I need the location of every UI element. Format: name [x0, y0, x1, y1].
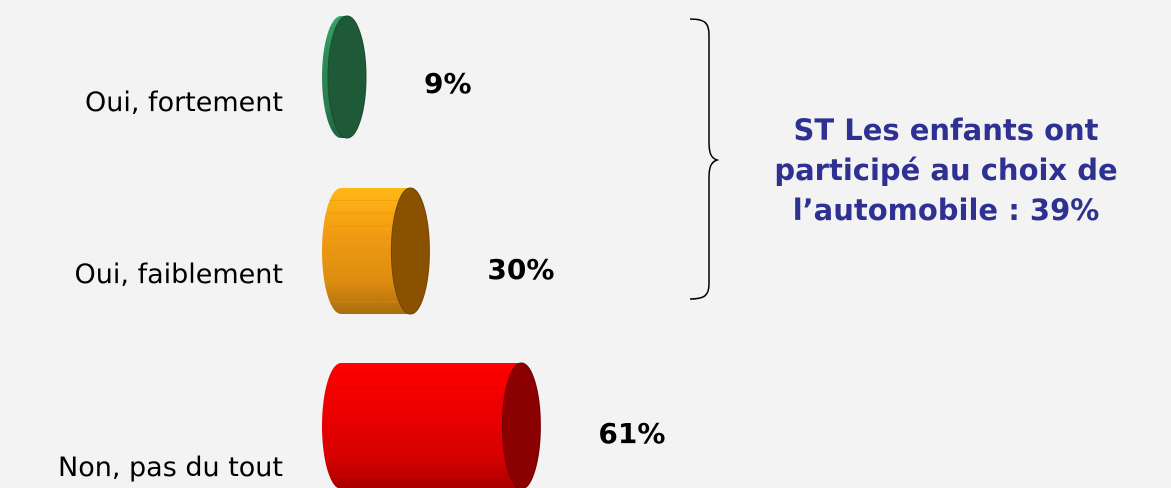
category-label-non-pas-du-tout: Non, pas du tout	[58, 452, 283, 483]
category-label-oui-fortement: Oui, fortement	[85, 87, 283, 118]
bar-end-cap-2	[501, 362, 541, 488]
bar-end-cap-0	[327, 15, 367, 139]
summary-line-1: ST Les enfants ont	[793, 113, 1099, 147]
summary-annotation: ST Les enfants ont participé au choix de…	[726, 110, 1166, 230]
category-label-oui-faiblement: Oui, faiblement	[75, 259, 283, 290]
bar-2	[322, 362, 541, 488]
bar-body-2	[322, 363, 522, 488]
group-brace	[689, 18, 720, 300]
bars-layer	[322, 15, 541, 488]
value-label-1: 30%	[487, 253, 554, 286]
value-labels-layer: 9% 30% 61%	[424, 67, 665, 450]
bar-end-cap-1	[390, 187, 430, 315]
summary-line-3: l’automobile : 39%	[792, 193, 1100, 227]
labels-layer: Oui, fortement Oui, faiblement Non, pas …	[58, 87, 283, 483]
summary-line-2: participé au choix de	[774, 153, 1118, 187]
value-label-0: 9%	[424, 67, 472, 100]
bar-1	[322, 187, 430, 315]
bar-0	[322, 15, 367, 139]
value-label-2: 61%	[598, 417, 665, 450]
